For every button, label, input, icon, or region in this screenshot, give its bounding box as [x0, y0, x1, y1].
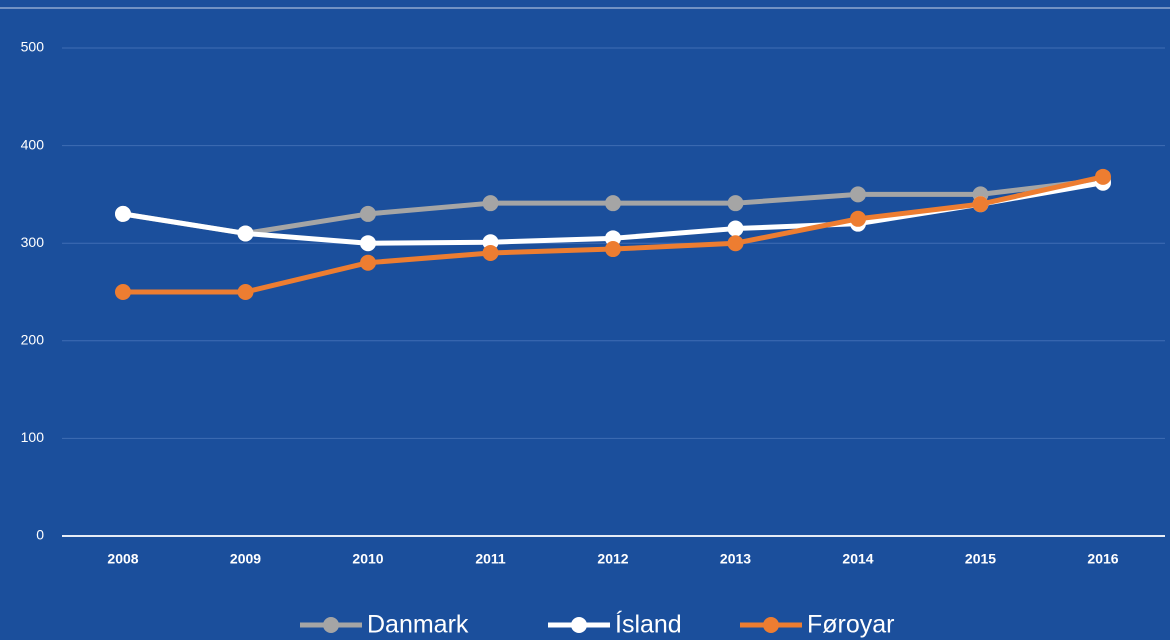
point: [360, 235, 376, 252]
legend-label: Føroyar: [807, 611, 895, 639]
point: [237, 284, 254, 300]
x-tick-label: 2016: [1087, 551, 1118, 567]
y-tick-label: 400: [21, 136, 45, 152]
point: [360, 254, 376, 271]
point: [237, 225, 254, 242]
legend-marker: [323, 617, 339, 633]
y-tick-label: 100: [21, 429, 45, 445]
point: [727, 195, 744, 212]
point: [850, 210, 866, 227]
point: [605, 195, 621, 212]
point: [482, 195, 499, 212]
x-tick-label: 2013: [720, 551, 751, 567]
point: [115, 205, 131, 222]
x-tick-label: 2008: [107, 551, 138, 567]
point: [850, 186, 866, 203]
legend-marker: [763, 617, 779, 633]
legend-label: Ísland: [615, 610, 682, 639]
x-tick-label: 2011: [475, 551, 506, 567]
point: [1095, 168, 1111, 185]
point: [482, 244, 499, 261]
x-tick-label: 2014: [842, 551, 873, 567]
x-tick-label: 2012: [597, 551, 628, 567]
x-tick-label: 2015: [965, 551, 996, 567]
point: [360, 205, 376, 222]
x-tick-label: 2010: [352, 551, 383, 567]
point: [115, 284, 131, 300]
y-tick-label: 500: [21, 39, 45, 55]
y-tick-label: 0: [36, 527, 44, 543]
y-tick-label: 200: [21, 332, 45, 348]
y-tick-label: 300: [21, 234, 45, 250]
x-tick-label: 2009: [230, 551, 261, 567]
point: [972, 196, 989, 213]
point: [605, 241, 621, 258]
point: [727, 235, 744, 252]
legend-marker: [571, 617, 587, 633]
point: [727, 220, 744, 237]
legend-label: Danmark: [367, 611, 469, 639]
